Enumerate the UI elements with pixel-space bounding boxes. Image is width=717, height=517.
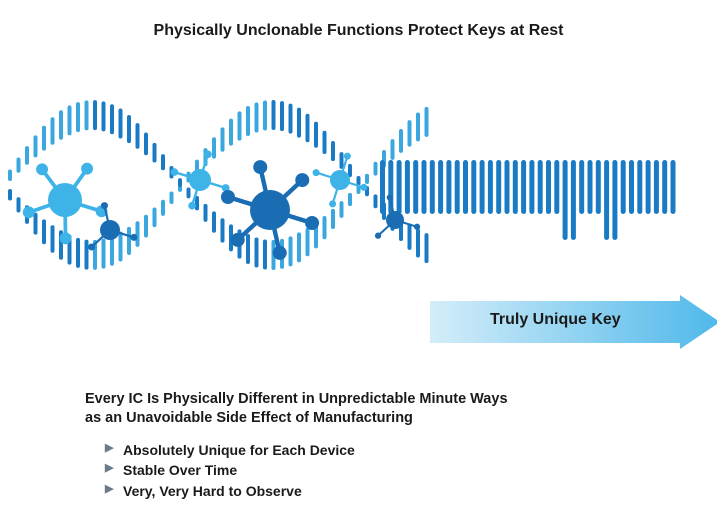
bullet-item: Very, Very Hard to Observe	[105, 481, 355, 501]
dna-key-diagram	[0, 60, 717, 310]
page-title: Physically Unclonable Functions Protect …	[0, 22, 717, 40]
bullet-item: Absolutely Unique for Each Device	[105, 440, 355, 460]
arrow-label: Truly Unique Key	[490, 311, 621, 329]
bullet-list: Absolutely Unique for Each Device Stable…	[105, 440, 355, 501]
subtitle-line1: Every IC Is Physically Different in Unpr…	[85, 391, 508, 407]
subtitle-line2: as an Unavoidable Side Effect of Manufac…	[85, 410, 413, 426]
subtitle: Every IC Is Physically Different in Unpr…	[85, 390, 645, 428]
bullet-item: Stable Over Time	[105, 460, 355, 480]
